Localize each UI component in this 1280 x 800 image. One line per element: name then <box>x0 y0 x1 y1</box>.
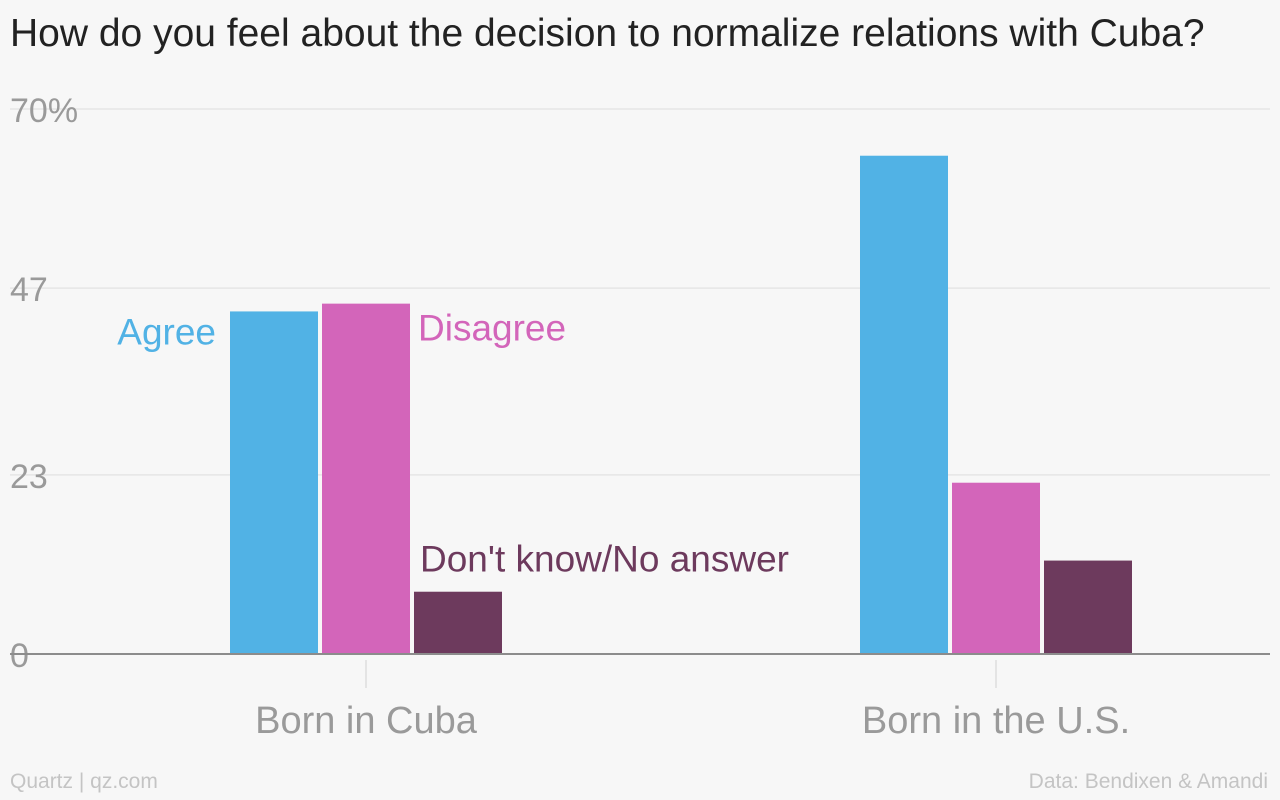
series-label-don-t-know-no-answer: Don't know/No answer <box>420 539 789 580</box>
series-label-disagree: Disagree <box>418 308 566 349</box>
bar-disagree-born-in-the-u-s <box>952 482 1040 654</box>
bar-don-t-know-no-answer-born-in-the-u-s <box>1044 560 1132 654</box>
bar-agree-born-in-the-u-s <box>860 155 948 654</box>
y-tick-label: 23 <box>10 458 48 496</box>
bar-don-t-know-no-answer-born-in-cuba <box>414 591 502 654</box>
x-tick-label: Born in Cuba <box>255 700 478 742</box>
chart-title: How do you feel about the decision to no… <box>10 12 1205 55</box>
bar-agree-born-in-cuba <box>230 311 318 654</box>
bar-disagree-born-in-cuba <box>322 303 410 654</box>
y-tick-label: 0 <box>10 637 29 675</box>
series-label-agree: Agree <box>117 311 216 352</box>
y-tick-label: 47 <box>10 271 48 309</box>
source-credit: Quartz | qz.com <box>10 770 158 793</box>
x-tick-label: Born in the U.S. <box>862 700 1130 742</box>
y-tick-label: 70% <box>10 92 78 130</box>
data-credit: Data: Bendixen & Amandi <box>1028 770 1268 793</box>
